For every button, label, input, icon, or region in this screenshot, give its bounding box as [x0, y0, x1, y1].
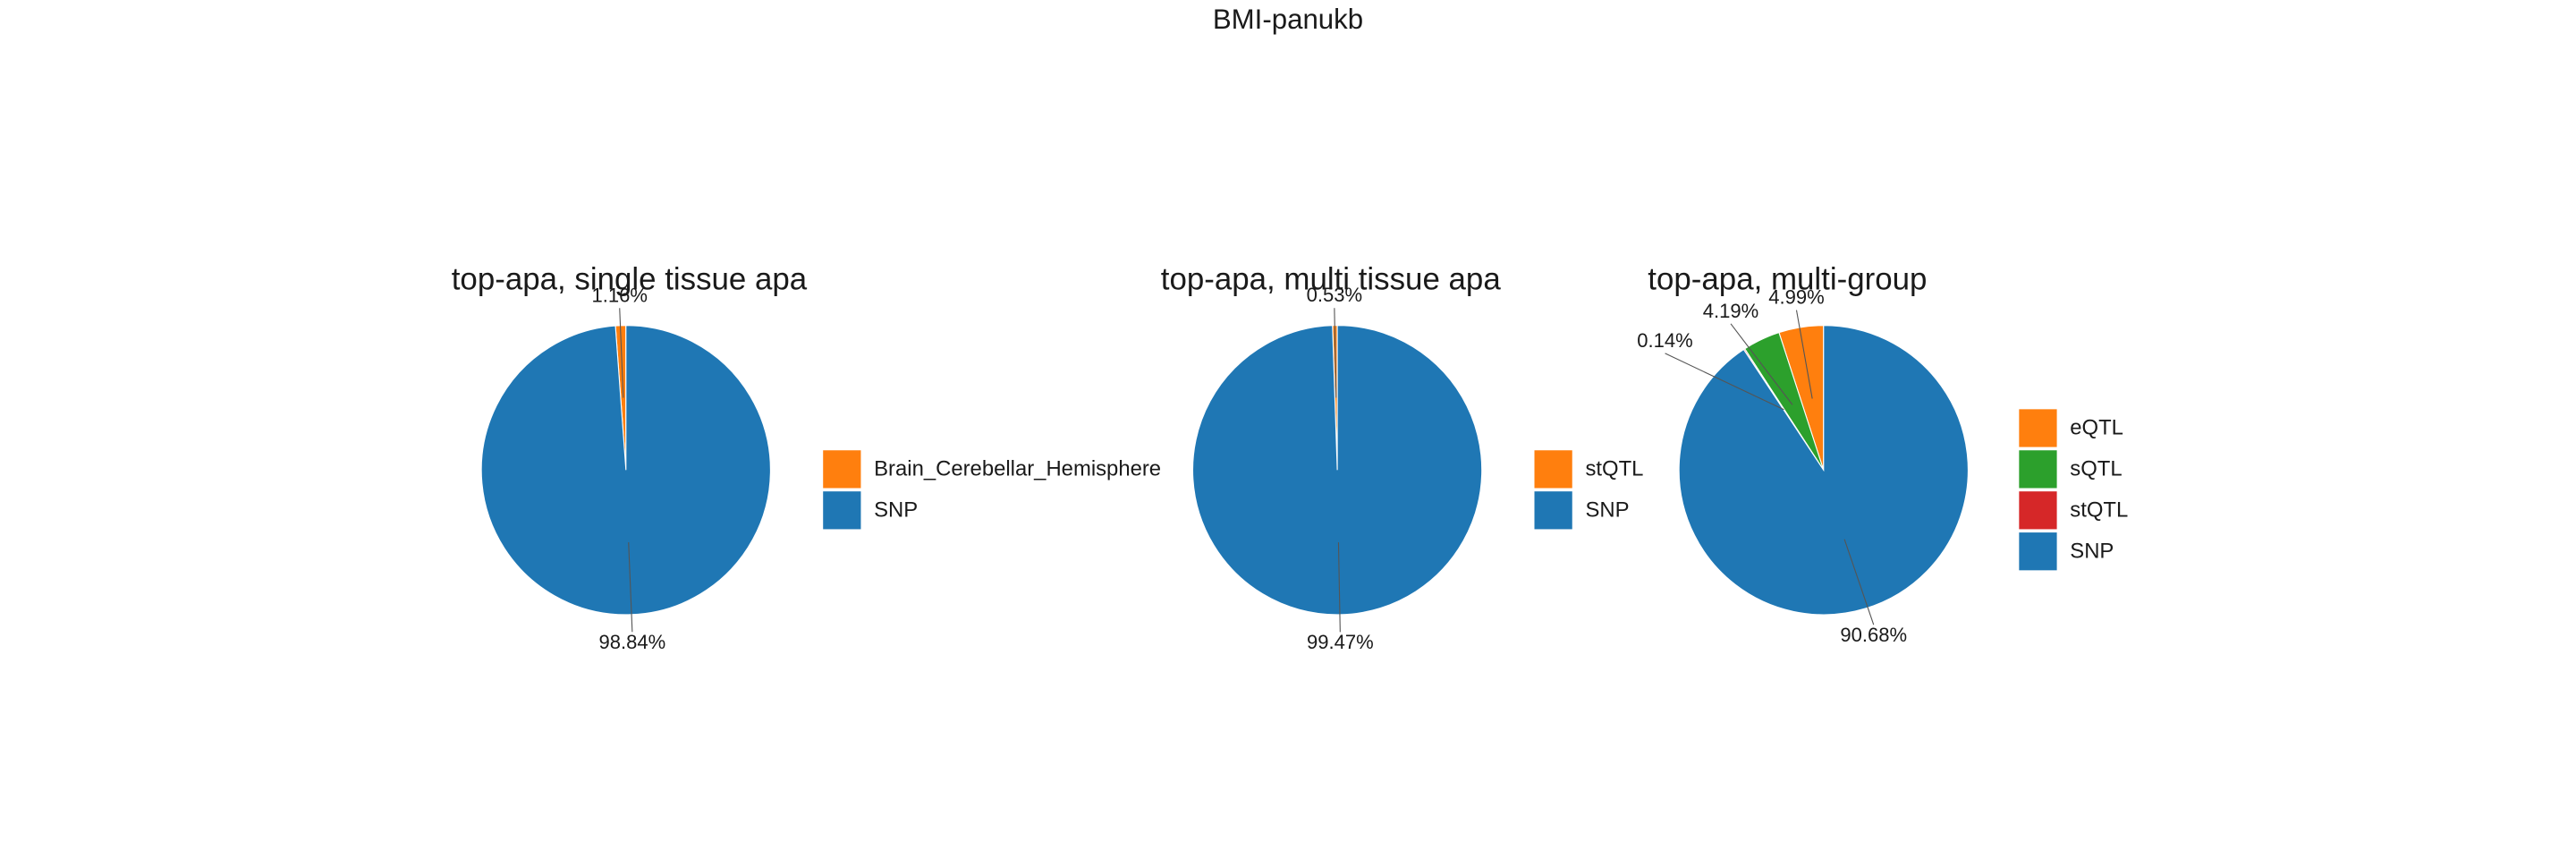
- pie-title: top-apa, multi tissue apa: [1161, 261, 1502, 296]
- leader-line: [619, 308, 624, 398]
- legend-swatch: [2019, 532, 2057, 571]
- leader-line: [1730, 323, 1793, 405]
- legend-label: SNP: [2070, 539, 2114, 563]
- figure-title: BMI-panukb: [1213, 4, 1363, 35]
- pie-slice: [480, 325, 771, 616]
- pie-title: top-apa, multi-group: [1648, 261, 1927, 296]
- legend-swatch: [2019, 409, 2057, 447]
- data-label: 98.84%: [599, 631, 666, 653]
- leader-line: [1843, 539, 1875, 625]
- leader-line: [628, 542, 633, 633]
- legend-label: sQTL: [2070, 457, 2122, 481]
- leader-line: [1795, 310, 1813, 399]
- legend-label: SNP: [874, 498, 918, 523]
- data-label: 0.53%: [1307, 284, 1362, 306]
- leader-line: [1665, 353, 1784, 411]
- legend-label: eQTL: [2070, 416, 2123, 440]
- leader-line: [1334, 308, 1337, 398]
- data-label: 90.68%: [1840, 624, 1907, 646]
- legend-label: stQTL: [1585, 457, 1643, 481]
- data-label: 1.16%: [591, 284, 647, 306]
- legend-label: Brain_Cerebellar_Hemisphere: [874, 457, 1161, 481]
- legend-swatch: [2019, 450, 2057, 489]
- legend-swatch: [823, 450, 861, 489]
- data-label: 0.14%: [1637, 329, 1692, 352]
- data-label: 4.19%: [1703, 300, 1758, 322]
- pie-slice: [1678, 325, 1969, 616]
- legend-label: SNP: [1585, 498, 1629, 523]
- leader-line: [1337, 542, 1341, 633]
- legend-swatch: [823, 491, 861, 530]
- pie-slice: [1191, 325, 1483, 616]
- pie-title: top-apa, single tissue apa: [452, 261, 808, 296]
- legend-swatch: [1534, 450, 1572, 489]
- data-label: 4.99%: [1768, 286, 1824, 309]
- legend-label: stQTL: [2070, 498, 2128, 523]
- data-label: 99.47%: [1307, 631, 1374, 653]
- legend-swatch: [2019, 491, 2057, 530]
- legend-swatch: [1534, 491, 1572, 530]
